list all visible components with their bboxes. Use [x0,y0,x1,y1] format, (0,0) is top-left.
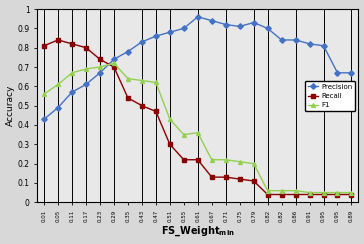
Precision [42,118,46,121]
F1 [112,62,116,65]
F1 [195,131,200,134]
F1 [56,83,60,86]
Line: F1: F1 [42,61,353,194]
Precision [280,39,284,41]
Recall [56,39,60,41]
Precision [210,19,214,22]
Recall [195,158,200,161]
Precision [321,44,326,47]
F1 [126,77,130,80]
F1 [265,189,270,192]
Recall [307,193,312,196]
Recall [335,193,340,196]
Recall [252,180,256,183]
Precision [223,23,228,26]
F1 [168,118,172,121]
Recall [293,193,298,196]
Recall [140,104,144,107]
F1 [280,189,284,192]
Precision [335,71,340,74]
Precision [252,21,256,24]
Recall [349,193,354,196]
Recall [154,110,158,113]
Y-axis label: Accuracy: Accuracy [5,85,15,126]
Precision [56,106,60,109]
Recall [280,193,284,196]
Recall [126,96,130,99]
Recall [70,42,74,45]
Precision [182,27,186,30]
Precision [265,27,270,30]
Precision [349,71,354,74]
Precision [70,91,74,94]
F1 [335,191,340,194]
F1 [210,158,214,161]
X-axis label: FS_Weight$_{\mathbf{min}}$: FS_Weight$_{\mathbf{min}}$ [161,225,235,238]
Legend: Precision, Recall, F1: Precision, Recall, F1 [305,81,355,111]
Recall [321,193,326,196]
Precision [84,83,88,86]
F1 [84,68,88,71]
Precision [168,31,172,34]
F1 [293,189,298,192]
Precision [154,35,158,38]
Precision [112,58,116,61]
Precision [140,41,144,43]
Recall [112,66,116,69]
Recall [168,143,172,146]
F1 [42,92,46,95]
Recall [84,46,88,49]
Recall [182,158,186,161]
Recall [42,44,46,47]
Precision [293,39,298,41]
F1 [70,71,74,74]
F1 [140,79,144,82]
Precision [98,71,102,74]
F1 [223,158,228,161]
F1 [154,81,158,84]
Recall [223,176,228,179]
Line: Precision: Precision [42,15,353,121]
Line: Recall: Recall [42,38,353,196]
F1 [237,160,242,163]
F1 [321,191,326,194]
F1 [252,162,256,165]
Precision [307,42,312,45]
F1 [98,66,102,69]
Precision [195,15,200,18]
F1 [307,191,312,194]
Recall [210,176,214,179]
Precision [237,25,242,28]
Recall [265,193,270,196]
Recall [98,58,102,61]
F1 [182,133,186,136]
F1 [349,191,354,194]
Recall [237,178,242,181]
Precision [126,50,130,53]
